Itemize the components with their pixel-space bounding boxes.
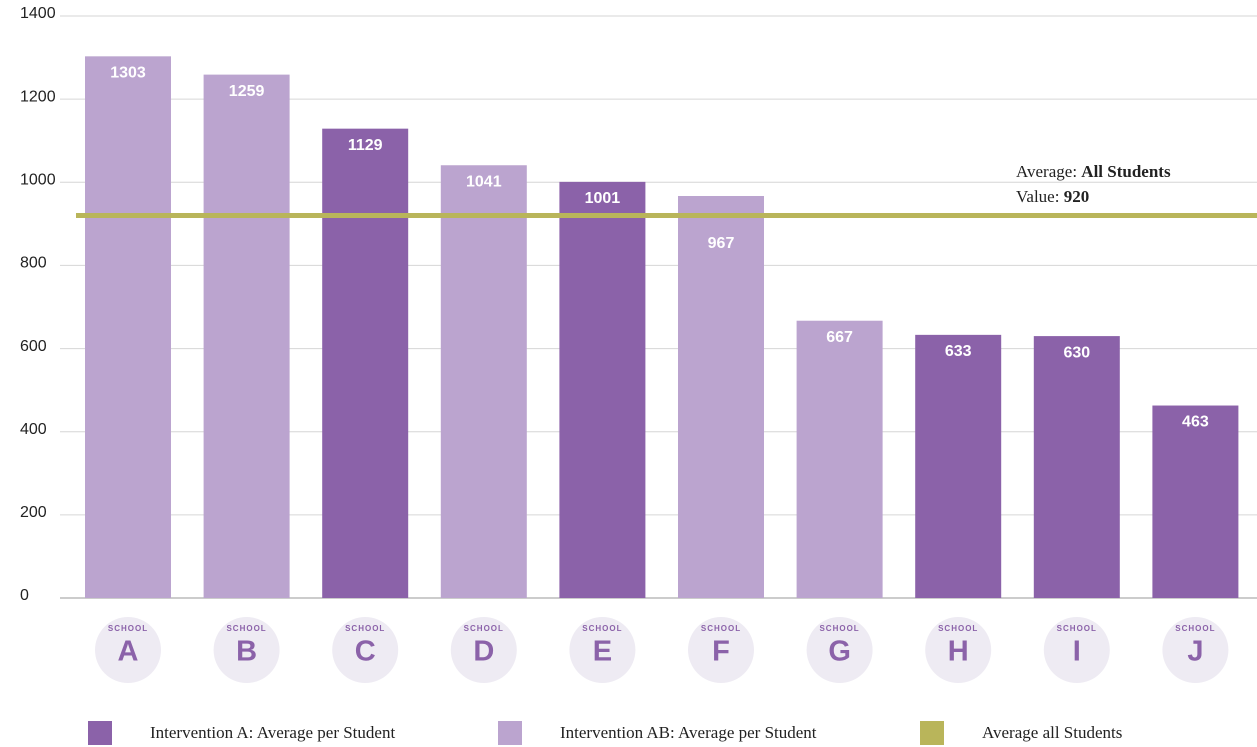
bar xyxy=(1033,336,1120,598)
category-badge xyxy=(450,617,517,683)
y-tick-label: 200 xyxy=(20,504,47,521)
category-badge xyxy=(1043,617,1110,683)
category-prefix: SCHOOL xyxy=(701,624,741,633)
legend-swatch xyxy=(88,721,112,745)
category-badge xyxy=(1162,617,1229,683)
value-label: 1001 xyxy=(585,190,621,207)
legend-label: Average all Students xyxy=(982,723,1122,742)
category-badge xyxy=(332,617,399,683)
bar xyxy=(322,128,409,598)
category-badge xyxy=(569,617,636,683)
category-prefix: SCHOOL xyxy=(345,624,385,633)
category-prefix: SCHOOL xyxy=(819,624,859,633)
category-prefix: SCHOOL xyxy=(108,624,148,633)
value-label: 967 xyxy=(708,235,735,252)
x-tick-label: C xyxy=(355,636,376,668)
value-label: 630 xyxy=(1063,344,1090,361)
value-label: 667 xyxy=(826,329,853,346)
x-tick-label: E xyxy=(593,636,612,668)
category-prefix: SCHOOL xyxy=(464,624,504,633)
category-prefix: SCHOOL xyxy=(1057,624,1097,633)
category-badge xyxy=(95,617,161,683)
category-badge xyxy=(688,617,754,683)
x-tick-label: F xyxy=(712,636,730,668)
value-label: 1129 xyxy=(348,137,383,154)
category-prefix: SCHOOL xyxy=(1175,624,1215,633)
bar xyxy=(440,165,527,598)
annotation-name: All Students xyxy=(1081,162,1171,181)
category-badge xyxy=(213,617,280,683)
category-badge xyxy=(806,617,873,683)
x-tick-label: G xyxy=(828,636,851,668)
annotation-prefix: Average: xyxy=(1016,162,1077,181)
bar xyxy=(559,181,646,598)
value-label: 1041 xyxy=(466,173,502,190)
bar xyxy=(1152,405,1239,598)
bar xyxy=(203,74,290,598)
annotation-line2: Value: 920 xyxy=(1016,187,1089,206)
category-prefix: SCHOOL xyxy=(582,624,622,633)
x-tick-label: I xyxy=(1073,636,1081,668)
legend-label: Intervention AB: Average per Student xyxy=(560,723,817,742)
y-tick-label: 0 xyxy=(20,587,29,604)
category-badge xyxy=(925,617,992,683)
legend-swatch xyxy=(498,721,522,745)
x-tick-label: B xyxy=(236,636,257,668)
annotation-line1: Average: All Students xyxy=(1016,162,1171,181)
reference-annotation: Average: All Students Value: 920 xyxy=(1016,162,1171,206)
value-label: 633 xyxy=(945,343,972,360)
x-tick-label: A xyxy=(118,636,139,668)
bar xyxy=(678,196,764,599)
value-label: 1259 xyxy=(229,83,265,100)
y-tick-label: 800 xyxy=(20,255,47,272)
legend-swatch xyxy=(920,721,944,745)
y-tick-label: 1200 xyxy=(20,88,56,105)
category-prefix: SCHOOL xyxy=(226,624,266,633)
y-tick-label: 400 xyxy=(20,421,47,438)
value-label: 463 xyxy=(1182,414,1209,431)
bar xyxy=(85,56,171,599)
bar xyxy=(796,320,883,598)
y-tick-label: 600 xyxy=(20,338,47,355)
y-tick-label: 1000 xyxy=(20,172,56,189)
y-tick-label: 1400 xyxy=(20,5,56,22)
annotation-value: 920 xyxy=(1064,187,1090,206)
bar xyxy=(915,334,1002,598)
x-tick-label: H xyxy=(948,636,969,668)
x-tick-label: J xyxy=(1187,636,1203,668)
legend-label: Intervention A: Average per Student xyxy=(150,723,395,742)
category-prefix: SCHOOL xyxy=(938,624,978,633)
annotation-value-prefix: Value: xyxy=(1016,187,1059,206)
value-label: 1303 xyxy=(110,65,146,82)
x-tick-label: D xyxy=(473,636,494,668)
